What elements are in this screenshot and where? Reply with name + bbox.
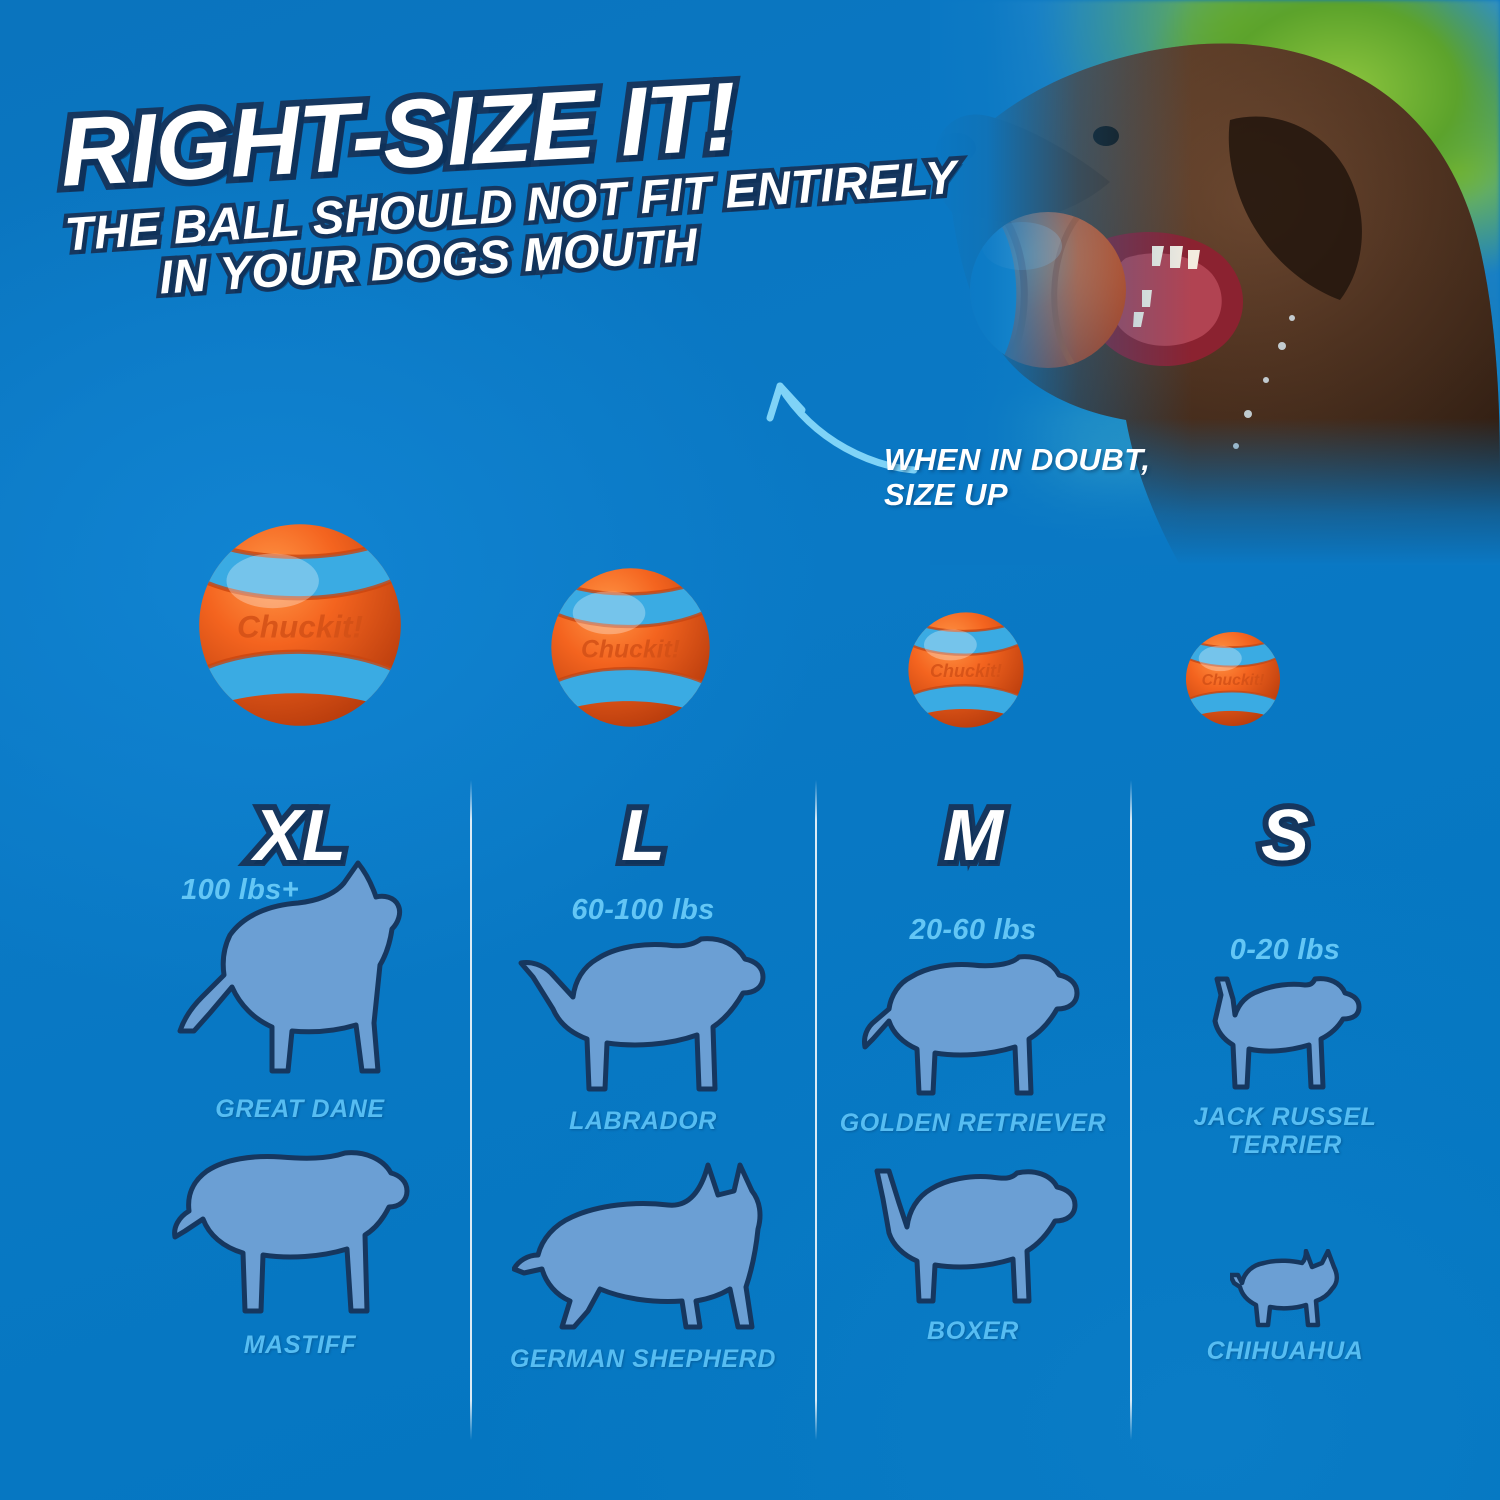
size-column-s: S 0-20 lbs JACK RUSSEL TERRIER CHIHUAHUA [1135,794,1435,1365]
breed-label-chihuahua: CHIHUAHUA [1206,1337,1364,1365]
size-column-xl: XL 100 lbs+ GREAT DANE MASTIFF [145,794,455,1359]
size-label-m: M [937,794,1009,878]
ball-m: Chuckit! [908,612,1024,728]
hero-photo [930,0,1500,565]
column-divider-2 [815,780,817,1440]
photo-edge-fade [930,0,1500,565]
breed-label-jack-russel-terrier: JACK RUSSEL TERRIER [1193,1103,1377,1159]
ball-brand-emboss: Chuckit! [581,636,680,663]
headline-block: RIGHT-SIZE IT! THE BALL SHOULD NOT FIT E… [51,55,967,308]
size-column-l: L 60-100 lbs LABRADOR GERMAN SHEPHERD [488,794,798,1373]
jack-russel-terrier-silhouette-icon [1212,976,1362,1090]
ball-brand-emboss: Chuckit! [237,609,363,645]
size-label-xl: XL [248,794,352,878]
callout-text: WHEN IN DOUBT, SIZE UP [884,442,1150,513]
size-label-s: S [1255,794,1315,878]
curved-arrow-up-left-icon [766,382,918,474]
size-column-m: M 20-60 lbs GOLDEN RETRIEVER BOXER [818,794,1128,1345]
breed-label-great-dane: GREAT DANE [215,1095,385,1123]
size-label-l: L [615,794,671,878]
column-divider-3 [1130,780,1132,1440]
ball-xl: Chuckit! [199,524,401,726]
ball-brand-emboss: Chuckit! [1202,672,1265,689]
column-divider-1 [470,780,472,1440]
weight-range-s: 0-20 lbs [1229,934,1341,966]
ball-brand-emboss: Chuckit! [930,661,1002,681]
boxer-silhouette-icon [874,1168,1078,1304]
mastiff-silhouette-icon [172,1150,410,1314]
breed-label-labrador: LABRADOR [569,1107,717,1135]
breed-label-mastiff: MASTIFF [243,1331,357,1359]
golden-retriever-silhouette-icon [862,954,1080,1096]
callout-line2: SIZE UP [884,477,1009,513]
weight-range-xl: 100 lbs+ [181,874,299,906]
callout-line1: WHEN IN DOUBT, [884,442,1151,477]
chihuahua-silhouette-icon [1230,1249,1339,1328]
breed-label-german-shepherd: GERMAN SHEPHERD [510,1345,776,1373]
german-shepherd-silhouette-icon [512,1162,763,1330]
labrador-silhouette-icon [518,936,766,1092]
weight-range-l: 60-100 lbs [571,894,715,926]
breed-label-boxer: BOXER [927,1317,1019,1345]
ball-l: Chuckit! [551,568,710,727]
breed-label-golden-retriever: GOLDEN RETRIEVER [839,1109,1107,1137]
ball-s: Chuckit! [1185,631,1281,727]
weight-range-m: 20-60 lbs [909,914,1037,946]
great-dane-silhouette-icon [177,860,403,1074]
